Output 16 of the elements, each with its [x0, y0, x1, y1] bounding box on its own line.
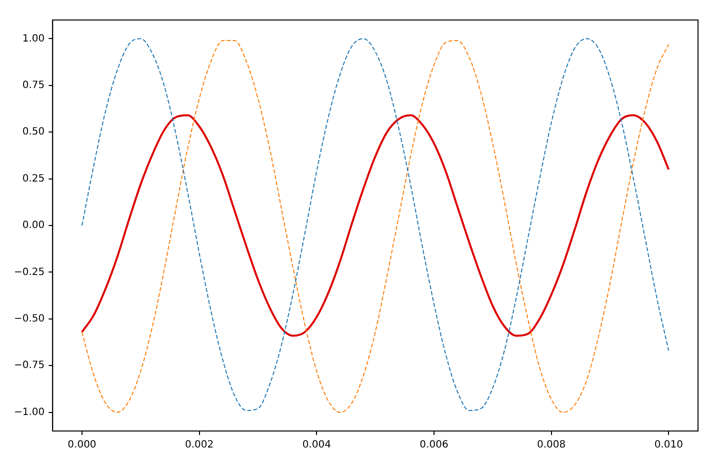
x-tick-label: 0.010 — [654, 440, 683, 451]
y-tick-label: −0.50 — [14, 314, 45, 325]
x-tick-label: 0.002 — [184, 440, 214, 451]
y-tick-label: −0.75 — [14, 360, 45, 372]
y-tick-label: 0.75 — [22, 80, 45, 91]
y-tick-label: 1.00 — [22, 33, 45, 44]
x-tick-label: 0.000 — [68, 440, 96, 451]
y-tick-label: 0.00 — [22, 220, 45, 232]
y-tick-label: −0.25 — [14, 266, 45, 278]
y-tick-label: −1.00 — [14, 406, 45, 418]
x-tick-label: 0.006 — [420, 440, 448, 451]
y-tick-label: 0.50 — [22, 126, 45, 138]
line-series — [80, 114, 670, 337]
x-tick-label: 0.004 — [302, 440, 331, 451]
y-tick-label: 0.25 — [22, 173, 45, 184]
x-tick-label: 0.008 — [537, 440, 566, 451]
